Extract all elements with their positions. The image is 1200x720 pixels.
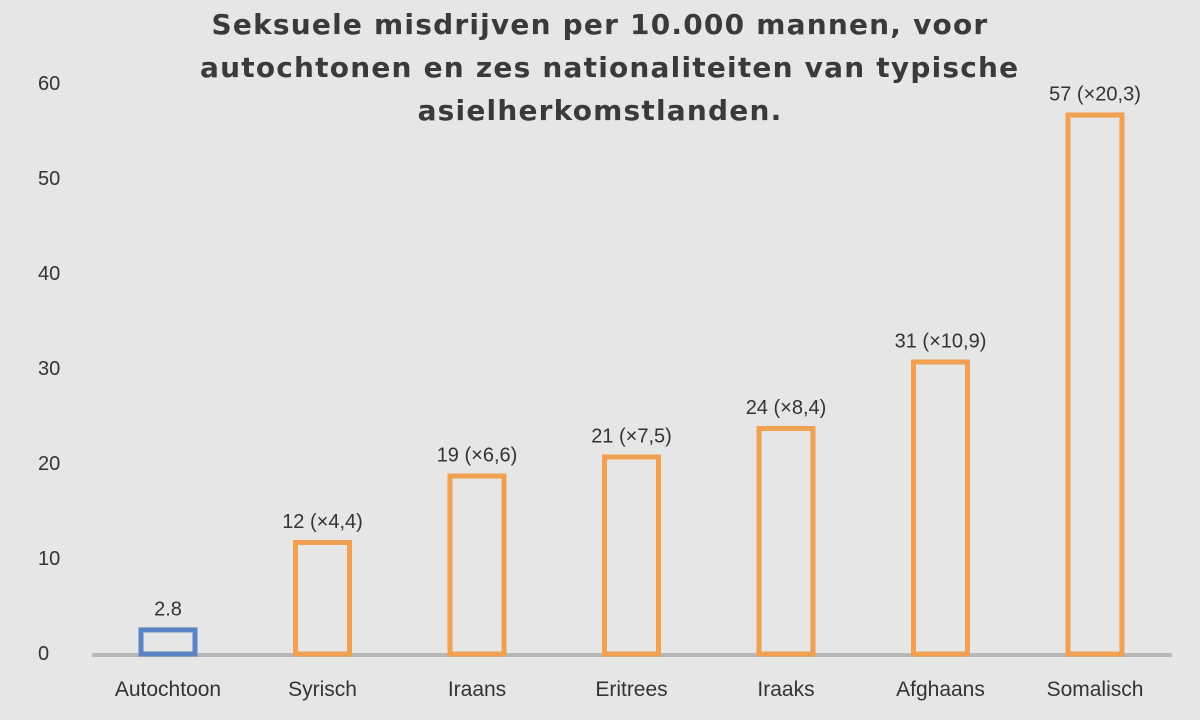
chart-title-line-1: Seksuele misdrijven per 10.000 mannen, v…: [211, 8, 989, 41]
x-tick-label: Somalisch: [1047, 678, 1144, 701]
chart-title-line-2: autochtonen en zes nationaliteiten van t…: [200, 51, 1020, 84]
data-label: 19 (×6,6): [437, 445, 518, 467]
bar-iraaks: [756, 426, 816, 657]
bar-syrisch: [293, 540, 352, 657]
y-tick-label: 20: [38, 453, 60, 475]
y-tick-label: 40: [38, 263, 60, 285]
x-tick-label: Autochtoon: [115, 678, 221, 701]
data-label: 31 (×10,9): [895, 331, 987, 353]
bar-autochtoon: [138, 627, 198, 657]
data-label: 24 (×8,4): [746, 397, 827, 419]
data-label: 2.8: [154, 598, 182, 620]
y-tick-label: 0: [38, 643, 49, 665]
x-tick-label: Afghaans: [896, 678, 985, 701]
y-tick-label: 50: [38, 168, 60, 190]
bar-afghaans: [911, 359, 970, 657]
bar-somalisch: [1065, 112, 1125, 657]
chart-title-line-3: asielherkomstlanden.: [417, 94, 783, 127]
y-tick-label: 60: [38, 73, 60, 95]
x-tick-label: Iraaks: [757, 678, 814, 701]
y-tick-label: 30: [38, 358, 60, 380]
data-label: 21 (×7,5): [591, 426, 672, 448]
data-label: 12 (×4,4): [282, 511, 363, 533]
x-tick-label: Iraans: [448, 678, 506, 701]
data-label: 57 (×20,3): [1049, 84, 1141, 106]
x-tick-label: Eritrees: [595, 678, 667, 701]
chart-title: Seksuele misdrijven per 10.000 mannen, v…: [200, 3, 1020, 132]
bar-eritrees: [602, 454, 661, 657]
y-tick-label: 10: [38, 548, 60, 570]
bar-iraans: [447, 473, 507, 657]
x-tick-label: Syrisch: [288, 678, 357, 701]
